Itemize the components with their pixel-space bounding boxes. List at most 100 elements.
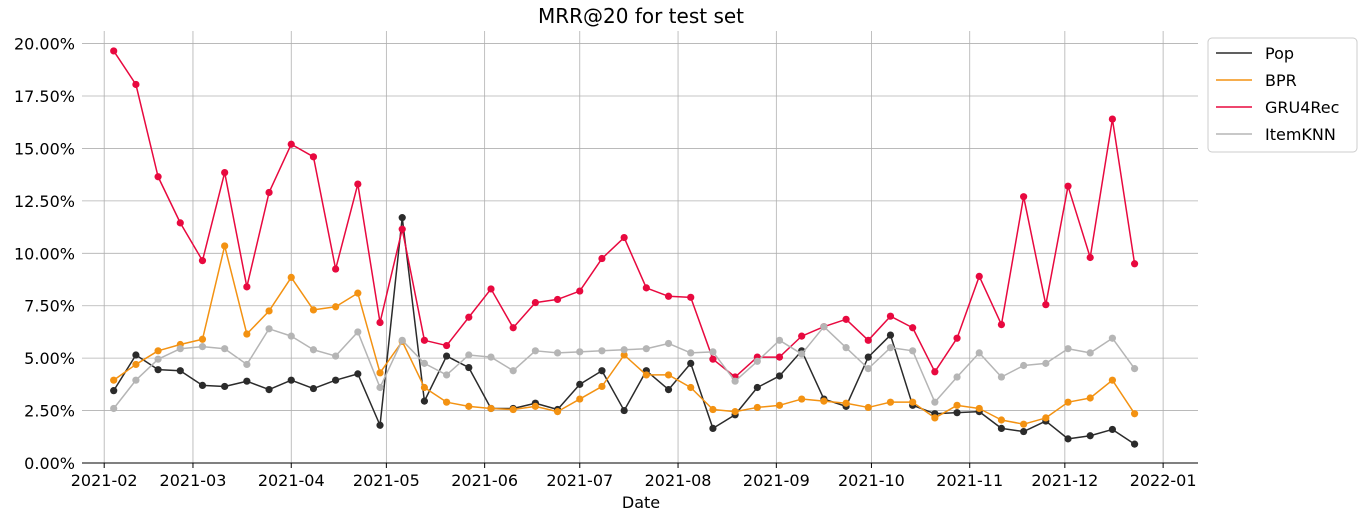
data-point <box>487 285 495 293</box>
data-point <box>265 188 273 197</box>
x-tick-label: 2022-01 <box>1130 471 1197 490</box>
data-point <box>309 384 318 393</box>
data-point <box>709 348 717 356</box>
data-point <box>354 289 362 297</box>
data-point <box>997 320 1006 329</box>
data-point <box>598 367 606 375</box>
data-point <box>1130 440 1139 448</box>
data-point <box>509 367 517 375</box>
data-point <box>753 403 761 412</box>
data-point <box>332 376 340 384</box>
data-point <box>975 404 983 413</box>
data-point <box>598 254 606 263</box>
data-point <box>443 352 451 360</box>
data-point <box>576 380 584 388</box>
data-point <box>731 377 739 385</box>
x-tick-label: 2021-11 <box>936 471 1003 490</box>
data-point <box>709 405 717 414</box>
data-point <box>997 373 1006 381</box>
data-point <box>1064 398 1072 406</box>
data-point <box>642 345 650 353</box>
data-point <box>1130 410 1139 418</box>
y-axis-ticks: 0.00% 2.50% 5.00% 7.50% 10.00% 12.50% 15.00% 17… <box>14 35 75 473</box>
legend-box <box>1207 37 1358 153</box>
x-tick-label: 2021-09 <box>743 471 810 490</box>
data-point <box>332 265 340 273</box>
data-point <box>775 401 784 409</box>
data-point <box>1108 115 1116 123</box>
series-itemknn <box>110 323 1139 413</box>
data-point <box>354 180 362 188</box>
legend: Pop BPR GRU4Rec ItemKNN <box>1207 37 1358 153</box>
chart-title: MRR@20 for test set <box>538 4 744 28</box>
data-point <box>1020 193 1028 201</box>
data-point <box>110 47 118 55</box>
data-point <box>420 383 429 392</box>
data-point <box>620 351 628 359</box>
x-tick-label: 2021-10 <box>838 471 905 490</box>
data-point <box>176 367 184 375</box>
data-point <box>398 214 406 222</box>
data-point <box>221 168 229 177</box>
data-point <box>1020 361 1028 370</box>
legend-entry: Pop <box>1265 44 1294 63</box>
y-tick-label: 5.00% <box>24 349 75 368</box>
data-point <box>642 371 650 379</box>
data-point <box>798 350 806 358</box>
data-point <box>842 399 850 407</box>
data-point <box>687 359 695 367</box>
data-point <box>465 363 473 372</box>
data-point <box>953 373 961 381</box>
series-bpr <box>110 242 1139 428</box>
data-point <box>531 298 539 307</box>
data-point <box>886 312 895 320</box>
series-line <box>113 245 1136 425</box>
data-point <box>287 332 295 340</box>
data-point <box>531 347 539 355</box>
y-tick-label: 17.50% <box>14 87 75 106</box>
data-point <box>642 284 650 292</box>
data-point <box>176 219 184 227</box>
data-point <box>620 233 628 242</box>
data-point <box>953 409 961 417</box>
data-point <box>886 344 895 352</box>
data-point <box>664 292 673 300</box>
y-tick-label: 15.00% <box>14 139 75 158</box>
data-point <box>664 386 673 394</box>
data-point <box>1042 359 1050 367</box>
data-point <box>1108 425 1116 434</box>
data-point <box>798 395 806 403</box>
series-layer <box>110 47 1139 448</box>
data-point <box>1020 420 1028 428</box>
data-point <box>221 345 229 353</box>
x-tick-label: 2021-02 <box>71 471 138 490</box>
data-point <box>953 334 961 342</box>
data-point <box>487 353 495 361</box>
data-point <box>265 386 273 394</box>
data-point <box>509 405 517 414</box>
data-point <box>553 349 562 357</box>
y-tick-label: 0.00% <box>24 454 75 473</box>
data-point <box>620 406 628 415</box>
data-point <box>487 404 495 413</box>
data-point <box>309 153 318 161</box>
x-tick-label: 2021-04 <box>258 471 325 490</box>
data-point <box>1130 365 1139 373</box>
data-point <box>997 424 1006 432</box>
data-point <box>465 351 473 359</box>
data-point <box>1042 301 1050 309</box>
data-point <box>820 323 828 331</box>
data-point <box>598 382 606 391</box>
data-point <box>110 387 118 395</box>
x-axis-label: Date <box>622 493 660 512</box>
series-gru4rec <box>110 47 1139 381</box>
data-point <box>243 283 251 291</box>
data-point <box>221 382 229 391</box>
data-point <box>420 336 429 344</box>
data-point <box>931 368 939 376</box>
x-tick-label: 2021-05 <box>353 471 420 490</box>
data-point <box>265 307 273 315</box>
data-point <box>132 80 140 89</box>
data-point <box>420 359 429 367</box>
data-point <box>1064 345 1072 353</box>
